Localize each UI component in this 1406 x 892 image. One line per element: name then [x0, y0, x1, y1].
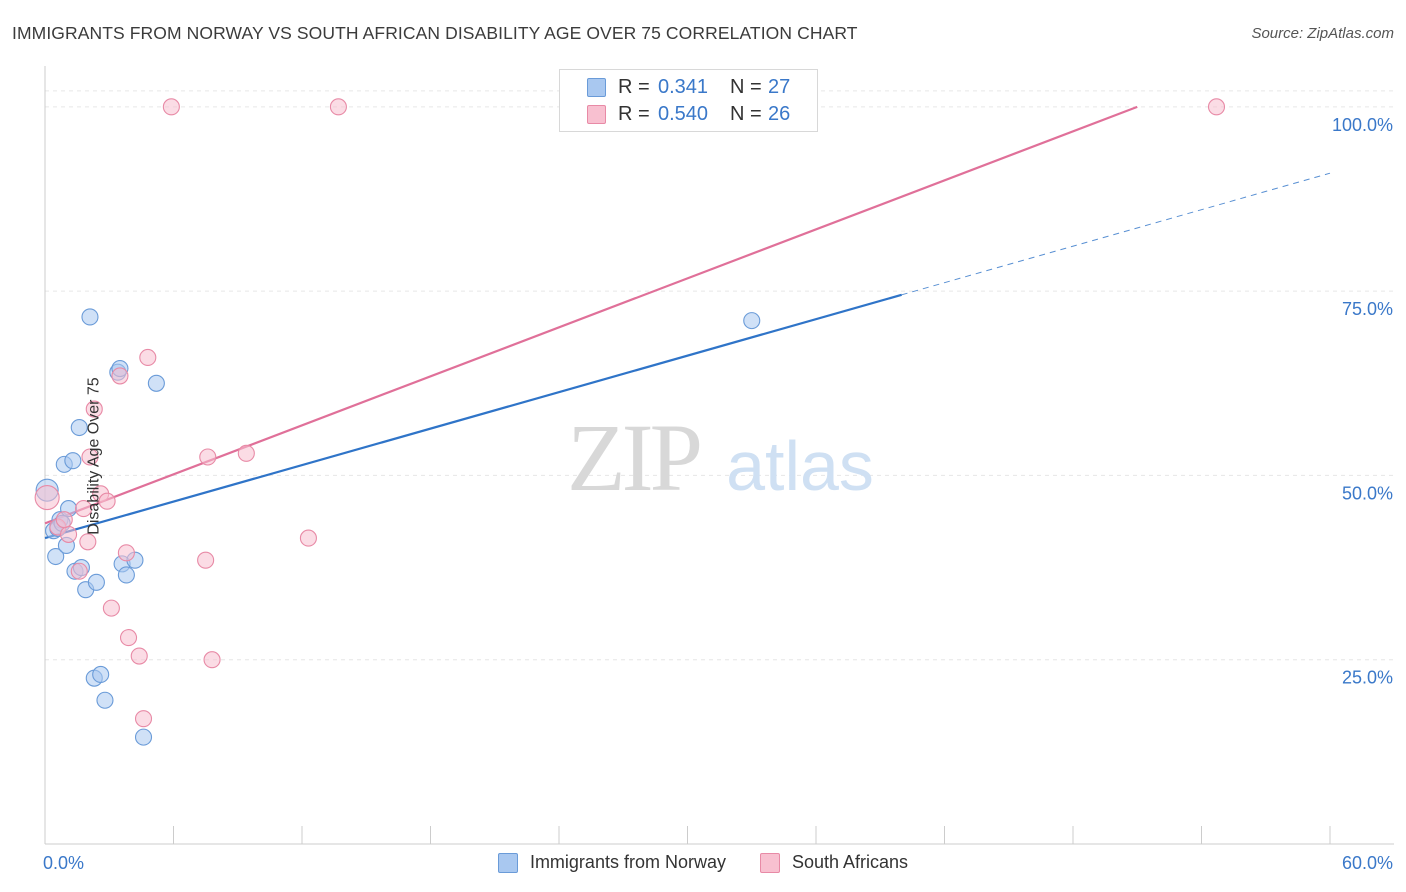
data-point-norway — [64, 452, 82, 470]
data-point-norway — [96, 691, 114, 709]
x-tick-label: 0.0% — [43, 853, 84, 873]
y-axis-label: Disability Age Over 75 — [85, 377, 103, 535]
data-point-south-africans — [81, 448, 99, 466]
data-point-south-africans — [199, 448, 217, 466]
axes — [44, 66, 1394, 845]
grid-lines — [45, 90, 1394, 661]
data-point-norway — [743, 312, 761, 330]
x-tick-label: 60.0% — [1342, 853, 1393, 873]
trend-line-1 — [44, 105, 1138, 525]
data-point-south-africans — [55, 511, 73, 529]
data-point-south-africans — [119, 629, 138, 647]
data-point-south-africans — [130, 647, 148, 665]
series-name-south-africans: South Africans — [791, 852, 909, 872]
data-point-south-africans — [60, 525, 78, 543]
data-point-norway — [92, 665, 110, 684]
legend-r-label: R = — [618, 102, 650, 125]
data-point-norway — [134, 728, 153, 746]
correlation-legend: R = 0.341 N = 27 R = 0.540 N = 26 — [559, 69, 818, 132]
data-point-south-africans — [139, 348, 157, 367]
data-point-south-africans — [134, 710, 153, 728]
data-point-south-africans — [117, 544, 135, 562]
y-tick-label: 100.0% — [1332, 115, 1393, 135]
trend-extension-0 — [901, 172, 1331, 296]
data-point-norway — [81, 308, 99, 326]
legend-r-label: R = — [618, 75, 650, 98]
legend-row-south-africans: R = 0.540 N = 26 — [587, 102, 790, 126]
trend-lines — [44, 105, 1331, 540]
data-point-south-africans — [75, 500, 93, 518]
series-legend-south-africans: South Africans — [759, 852, 909, 873]
series-name-norway: Immigrants from Norway — [529, 852, 726, 872]
data-point-norway — [87, 573, 105, 591]
legend-n-value: 27 — [768, 75, 791, 98]
y-tick-label: 50.0% — [1342, 483, 1393, 503]
legend-r-value: 0.540 — [658, 102, 709, 125]
source-label: Source: ZipAtlas.com — [1251, 25, 1394, 42]
data-point-south-africans — [197, 551, 215, 569]
watermark-atlas: atlas — [726, 427, 874, 505]
y-tick-label: 25.0% — [1342, 668, 1393, 688]
data-point-south-africans — [34, 484, 60, 511]
legend-swatch-south-africans — [587, 104, 606, 124]
series-swatch-norway — [497, 852, 518, 873]
legend-swatch-norway — [587, 77, 606, 97]
data-point-south-africans — [98, 492, 116, 510]
data-point-south-africans — [329, 98, 347, 116]
data-point-norway — [117, 566, 135, 584]
data-point-south-africans — [162, 98, 180, 116]
chart-title: IMMIGRANTS FROM NORWAY VS SOUTH AFRICAN … — [12, 23, 858, 43]
data-point-south-africans — [102, 599, 120, 617]
tick-labels: 25.0% 50.0% 75.0% 100.0% 0.0% 60.0% — [43, 115, 1393, 873]
legend-n-label: N = — [730, 75, 762, 98]
trend-line-0 — [44, 293, 902, 540]
data-point-south-africans — [203, 651, 221, 669]
legend-r-value: 0.341 — [658, 75, 709, 98]
data-point-south-africans — [299, 529, 317, 547]
legend-n-label: N = — [730, 102, 762, 125]
data-point-south-africans — [79, 533, 97, 551]
legend-row-norway: R = 0.341 N = 27 — [587, 75, 790, 99]
legend-n-value: 26 — [768, 102, 791, 125]
data-point-south-africans — [237, 444, 255, 462]
data-point-south-africans — [85, 400, 103, 418]
series-legend-norway: Immigrants from Norway — [497, 852, 726, 873]
watermark-zip: ZIP — [567, 404, 700, 511]
data-points — [34, 98, 1226, 746]
watermark: ZIP atlas — [567, 404, 874, 511]
data-point-south-africans — [1207, 98, 1226, 116]
data-point-norway — [147, 374, 165, 392]
y-tick-label: 75.0% — [1342, 299, 1393, 319]
data-point-norway — [70, 418, 88, 437]
data-point-south-africans — [111, 367, 129, 385]
series-legend: Immigrants from Norway South Africans — [0, 852, 1406, 873]
data-point-norway — [47, 547, 65, 566]
series-swatch-south-africans — [759, 852, 780, 873]
data-point-south-africans — [70, 562, 88, 580]
